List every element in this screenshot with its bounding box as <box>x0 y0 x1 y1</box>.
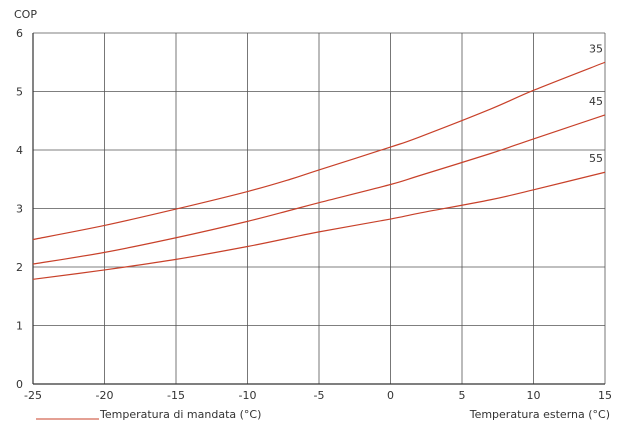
y-tick-label: 6 <box>16 27 23 40</box>
x-tick-label: -5 <box>314 389 325 402</box>
series-label-35: 35 <box>589 42 603 55</box>
series-label-55: 55 <box>589 152 603 165</box>
series-label-45: 45 <box>589 95 603 108</box>
x-tick-label: -20 <box>96 389 114 402</box>
y-tick-label: 2 <box>16 261 23 274</box>
y-tick-label: 5 <box>16 86 23 99</box>
x-tick-label: 10 <box>527 389 541 402</box>
x-tick-label: -10 <box>239 389 257 402</box>
series-line-55 <box>32 171 606 280</box>
x-tick-label: 5 <box>459 389 466 402</box>
y-tick-label: 0 <box>16 378 23 391</box>
label-layer: COP Temperatura esterna (°C) Temperatura… <box>14 8 610 421</box>
x-tick-label: 15 <box>598 389 612 402</box>
series-line-45 <box>32 114 606 265</box>
legend-label: Temperatura di mandata (°C) <box>99 408 261 421</box>
x-tick-label: 0 <box>387 389 394 402</box>
y-tick-label: 1 <box>16 320 23 333</box>
y-axis-title: COP <box>14 8 37 21</box>
y-tick-label: 4 <box>16 144 23 157</box>
x-tick-label: -15 <box>167 389 185 402</box>
grid-layer <box>32 32 606 385</box>
series-layer <box>32 61 606 280</box>
series-line-35 <box>32 61 606 241</box>
x-tick-label: -25 <box>24 389 42 402</box>
y-tick-label: 3 <box>16 203 23 216</box>
x-axis-title: Temperatura esterna (°C) <box>469 408 610 421</box>
